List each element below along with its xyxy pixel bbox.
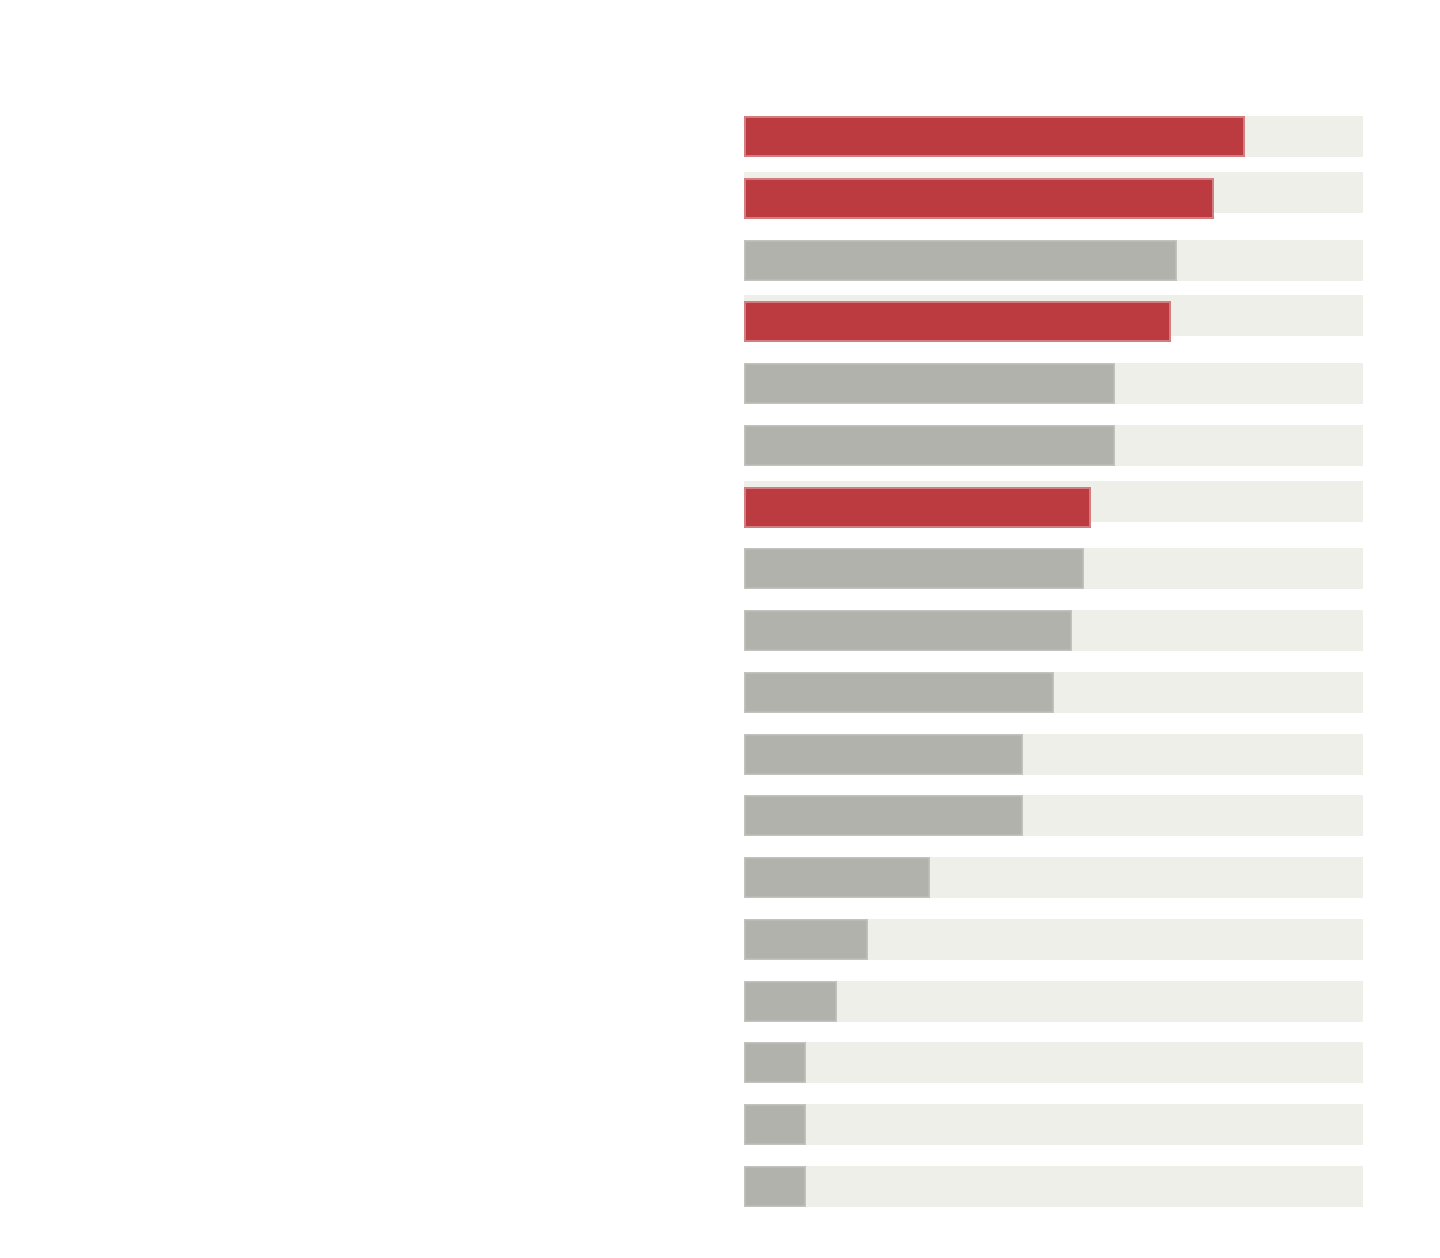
bar-row [744, 480, 1363, 528]
bar-fill [744, 1165, 806, 1207]
bar-row [744, 918, 1363, 960]
bar-row [744, 1042, 1363, 1084]
bar-fill [744, 671, 1054, 713]
bar-row [744, 857, 1363, 898]
bar-fill [744, 1104, 806, 1145]
bar-track [744, 1042, 1363, 1084]
bar-fill [744, 610, 1073, 651]
bar-row [744, 733, 1363, 775]
bar-track [744, 1165, 1363, 1207]
bar-row [744, 116, 1363, 157]
bar-row [744, 671, 1363, 713]
bar-row [744, 1165, 1363, 1207]
bar-fill [744, 918, 868, 960]
bar-track [744, 980, 1363, 1022]
bar-row [744, 610, 1363, 651]
bar-row [744, 1104, 1363, 1145]
bar-row [744, 795, 1363, 837]
bar-fill [744, 363, 1116, 404]
bar-fill [744, 548, 1085, 590]
bar-fill [744, 301, 1172, 343]
bar-fill [744, 980, 837, 1022]
bar-row [744, 424, 1363, 466]
bar-row [744, 171, 1363, 219]
bar-row [744, 295, 1363, 343]
bar-fill [744, 177, 1215, 219]
bar-row [744, 363, 1363, 404]
bar-fill [744, 1042, 806, 1084]
bar-fill [744, 857, 930, 898]
bar-chart-plot [744, 116, 1363, 1207]
bar-fill [744, 116, 1246, 157]
bar-fill [744, 239, 1178, 281]
bar-fill [744, 486, 1091, 528]
bar-row [744, 980, 1363, 1022]
bar-fill [744, 424, 1116, 466]
bar-track [744, 1104, 1363, 1145]
bar-fill [744, 733, 1023, 775]
bar-fill [744, 795, 1023, 837]
bar-row [744, 548, 1363, 590]
bar-row [744, 239, 1363, 281]
